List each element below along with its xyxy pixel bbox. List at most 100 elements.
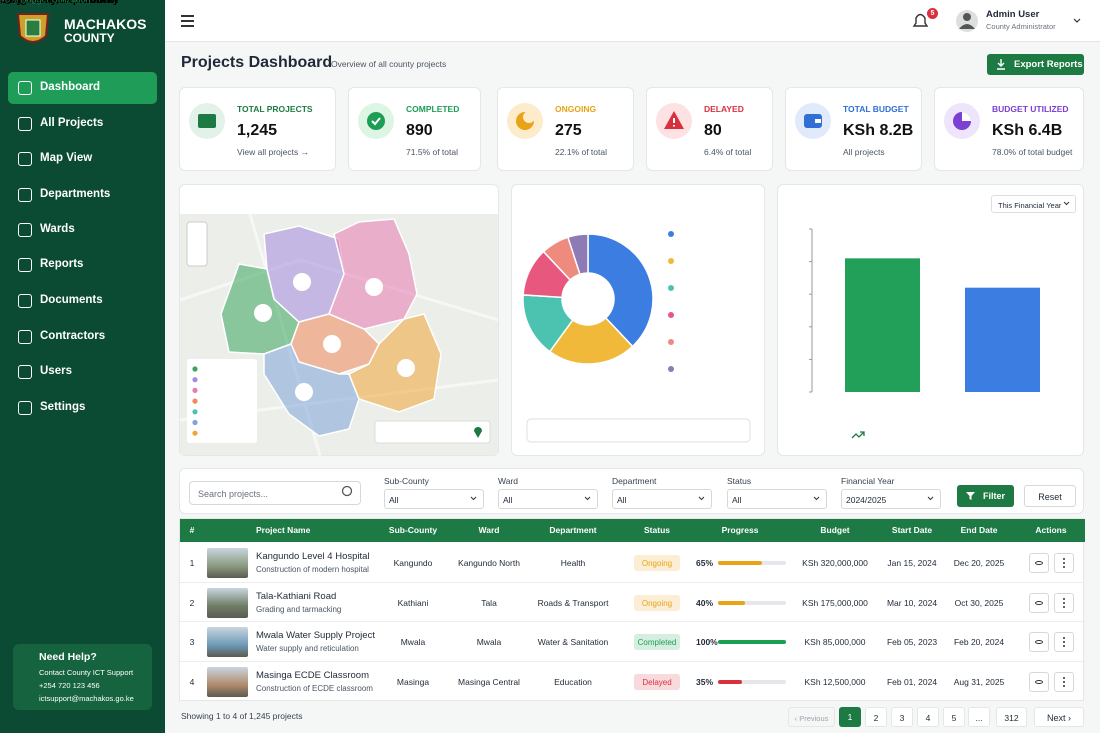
more-dot <box>1063 676 1065 679</box>
more-dot <box>1063 605 1065 608</box>
nav-label: Documents <box>40 294 103 306</box>
page-button[interactable]: 1 <box>839 707 861 727</box>
nav-item[interactable]: Wards <box>8 214 157 246</box>
cell-end-date: Aug 31, 2025 <box>953 676 1005 687</box>
table-row: 3 Mwala Water Supply Project Water supply … <box>180 622 1085 662</box>
nav-item[interactable]: Documents <box>8 285 157 317</box>
map-panel <box>179 184 499 456</box>
brand-county: COUNTY <box>64 31 115 45</box>
more-action[interactable] <box>1054 632 1074 652</box>
table-row: 2 Tala-Kathiani Road Grading and tarmackin… <box>180 583 1085 622</box>
filter-label: Financial Year <box>841 476 895 486</box>
search-input[interactable]: Search projects... <box>189 481 361 505</box>
cell-sub-county: Kangundo <box>393 558 433 568</box>
view-action[interactable] <box>1029 632 1049 652</box>
more-dot <box>1063 601 1065 604</box>
sidebar: MACHAKOS COUNTY Dashboard All Projects Map V… <box>0 0 165 733</box>
filter-label: Status <box>727 476 752 486</box>
nav-label: Users <box>40 365 72 377</box>
column-header: Project Name <box>256 525 311 535</box>
nav-item[interactable]: Reports <box>8 249 157 281</box>
nav-item[interactable]: Dashboard <box>8 72 157 104</box>
cell-budget: KSh 175,000,000 <box>802 597 868 608</box>
help-line: +254 720 123 456 <box>39 681 100 690</box>
page-button[interactable]: 3 <box>891 707 913 727</box>
stat-label: BUDGET UTILIZED <box>992 104 1069 114</box>
stat-card: TOTAL BUDGET KSh 8.2B All projects <box>785 87 922 171</box>
cell-sub-county: Masinga <box>396 676 430 687</box>
column-header: Start Date <box>891 525 933 535</box>
nav-item[interactable]: Settings <box>8 392 157 424</box>
project-thumbnail <box>207 548 248 578</box>
stat-value: 80 <box>704 122 722 139</box>
nav-item[interactable]: All Projects <box>8 108 157 140</box>
department-panel <box>511 184 765 456</box>
nav-icon <box>18 258 32 272</box>
nav-label: Departments <box>40 188 111 200</box>
page-button[interactable]: 312 <box>996 707 1027 727</box>
more-dot <box>1063 645 1065 647</box>
nav-label: Contractors <box>40 330 106 342</box>
progress-label: 65% <box>696 558 714 568</box>
reset-button[interactable]: Reset <box>1024 485 1076 507</box>
row-index: 1 <box>189 558 195 568</box>
filter-select[interactable]: All <box>727 489 827 509</box>
notification-badge[interactable]: 5 <box>927 8 938 19</box>
stat-sub: 22.1% of total <box>555 147 607 157</box>
column-header: Status <box>644 525 670 535</box>
filter-select[interactable]: 2024/2025 <box>841 489 941 509</box>
more-action[interactable] <box>1054 592 1074 613</box>
next-button[interactable]: Next › <box>1034 707 1084 727</box>
project-description: Water supply and reticulation <box>256 644 359 653</box>
more-dot <box>1063 597 1065 600</box>
filter-select[interactable]: All <box>384 489 484 509</box>
filter-select[interactable]: All <box>498 489 598 509</box>
row-index: 2 <box>189 597 195 608</box>
filter-select[interactable]: All <box>612 489 712 509</box>
stat-value: KSh 8.2B <box>843 122 914 139</box>
progress-bar <box>718 561 763 565</box>
nav-label: Settings <box>40 401 86 413</box>
cell-department: Roads & Transport <box>537 597 609 608</box>
budget-panel: This Financial Year <box>777 184 1084 456</box>
page-button[interactable]: 5 <box>943 707 965 727</box>
avatar[interactable] <box>956 10 978 32</box>
filter-button[interactable]: Filter <box>957 485 1014 507</box>
help-title: Need Help? <box>39 651 97 663</box>
cell-budget: KSh 85,000,000 <box>804 637 866 647</box>
page-subtitle: Overview of all county projects <box>331 59 447 69</box>
more-action[interactable] <box>1054 671 1074 692</box>
menu-icon-line <box>181 25 194 27</box>
nav-item[interactable]: Users <box>8 356 157 388</box>
status-pill: Ongoing <box>634 594 680 611</box>
row-index: 4 <box>189 676 195 687</box>
brand-name: MACHAKOS <box>64 16 147 32</box>
progress-label: 100% <box>696 637 718 647</box>
cell-end-date: Oct 30, 2025 <box>954 597 1004 608</box>
nav-icon <box>18 330 32 344</box>
nav-item[interactable]: Departments <box>8 179 157 211</box>
cell-department: Health <box>560 558 586 568</box>
nav-label: Dashboard <box>40 81 101 93</box>
nav-item[interactable]: Map View <box>8 143 157 175</box>
more-action[interactable] <box>1054 553 1074 573</box>
project-description: Construction of ECDE classroom <box>256 683 373 693</box>
more-dot <box>1063 566 1065 568</box>
progress-bar <box>718 640 786 644</box>
stat-card: ONGOING 275 22.1% of total <box>497 87 634 171</box>
page-button[interactable]: ... <box>968 707 990 727</box>
period-select[interactable]: This Financial Year <box>991 195 1076 213</box>
view-action[interactable] <box>1029 592 1049 613</box>
column-header: Sub-County <box>388 525 438 535</box>
previous-button[interactable]: ‹ Previous <box>788 707 835 727</box>
column-header: Ward <box>478 525 500 535</box>
view-action[interactable] <box>1029 671 1049 692</box>
progress-bar <box>718 600 746 605</box>
export-button[interactable]: Export Reports <box>987 54 1084 75</box>
view-action[interactable] <box>1029 553 1049 573</box>
page-button[interactable]: 2 <box>865 707 887 727</box>
page-button[interactable]: 4 <box>917 707 939 727</box>
nav-item[interactable]: Contractors <box>8 321 157 353</box>
action-icon <box>1035 679 1043 684</box>
